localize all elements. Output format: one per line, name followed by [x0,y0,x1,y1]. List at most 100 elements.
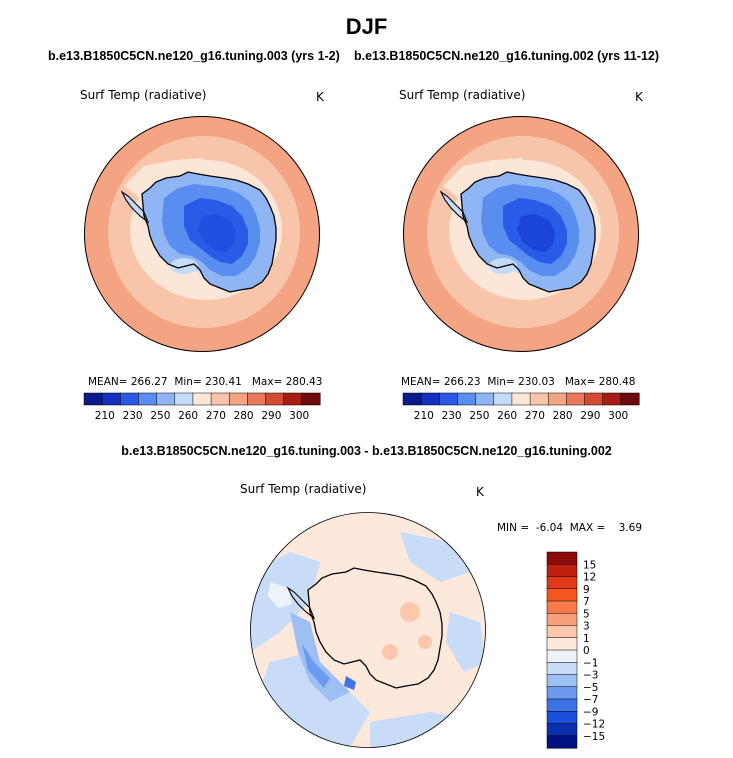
colorbar-swatch [493,392,513,406]
colorbar-tick-label: 260 [178,410,198,422]
panel2-variable-label: Surf Temp (radiative) [399,88,526,102]
coastline [460,171,596,293]
colorbar-swatch [402,392,422,406]
core-field [517,214,555,252]
colorbar-tick-label: 210 [95,410,115,422]
colorbar-swatch [546,588,578,602]
peninsula-coastline [120,190,150,224]
panel1-variable-label: Surf Temp (radiative) [80,88,207,102]
colorbar-swatch [584,392,604,406]
diff-land-field [308,568,442,688]
colorbar-swatch [546,649,578,663]
diff-units-label: K [476,485,484,499]
panel1-map [84,116,320,352]
colorbar-tick-label: 5 [583,608,590,620]
colorbar-swatch [174,392,194,406]
colorbar-swatch [475,392,495,406]
figure-title: DJF [345,14,388,39]
diff-warm-patch [382,644,398,660]
colorbar-tick-label: 210 [414,410,434,422]
colorbar-tick-label: 250 [469,410,489,422]
colorbar-swatch [546,576,578,590]
panel2-units-label: K [635,90,643,104]
colorbar-tick-label: 1 [583,633,590,645]
colorbar-swatch [546,662,578,676]
colorbar-swatch [546,698,578,712]
north-band [443,158,523,198]
colorbar-swatch [457,392,477,406]
colorbar-tick-label: −3 [583,670,598,682]
colorbar-swatch [511,392,531,406]
map-border [250,512,486,748]
colorbar-tick-label: 230 [123,410,143,422]
panel2-colorbar: 210 230 250 260 270 280 290 300 [402,392,640,422]
core-field [198,214,236,252]
colorbar-tick-label: 280 [234,410,254,422]
colorbar-swatch [546,613,578,627]
colorbar-swatch [101,392,121,406]
colorbar-swatch [210,392,230,406]
map-field [84,116,320,352]
panel1-colorbar: 210 230 250 260 270 280 290 300 [83,392,321,422]
coastline [141,171,277,293]
colorbar-swatch [83,392,103,406]
peninsula-field [122,192,148,222]
colorbar-tick-label: −12 [583,719,605,731]
colorbar-swatch [546,600,578,614]
colorbar-tick-label: 290 [261,410,281,422]
colorbar-swatch [602,392,622,406]
north-band [124,158,204,198]
diff-warm-patch [418,635,432,649]
colorbar-swatch [547,392,567,406]
colorbar-swatch [529,392,549,406]
colorbar-swatch [546,625,578,639]
diff-field [250,512,486,748]
colorbar-swatch [546,674,578,688]
colorbar-tick-label: −9 [583,706,598,718]
colorbar-tick-label: 290 [580,410,600,422]
colorbar-swatch [546,711,578,725]
diff-title: b.e13.B1850C5CN.ne120_g16.tuning.003 - b… [121,444,612,458]
panel2-map [403,116,639,352]
colorbar-swatch [439,392,459,406]
colorbar-tick-label: 270 [525,410,545,422]
diff-anomaly-region [302,644,330,688]
colorbar-tick-label: 280 [553,410,573,422]
colorbar-swatch [546,551,578,565]
peninsula-field [441,192,467,222]
map-border [84,116,320,352]
panel2-case-title: b.e13.B1850C5CN.ne120_g16.tuning.002 (yr… [354,49,660,63]
colorbar-swatch [546,637,578,651]
peninsula-coastline [286,586,316,620]
colorbar-tick-label: −1 [583,657,598,669]
diff-warm-patch [400,602,420,622]
panel2-stats: MEAN= 266.23 Min= 230.03 Max= 280.48 [401,376,636,388]
colorbar-tick-label: 15 [583,559,596,571]
colorbar-swatch [420,392,440,406]
colorbar-tick-label: 12 [583,572,596,584]
colorbar-swatch [247,392,267,406]
colorbar-swatch [620,392,640,406]
panel1-stats: MEAN= 266.27 Min= 230.41 Max= 280.43 [88,376,323,388]
colorbar-tick-label: 7 [583,596,590,608]
colorbar-swatch [156,392,176,406]
colorbar-swatch [566,392,586,406]
diff-anomaly-region [400,532,470,582]
diff-anomaly-region [290,612,350,702]
colorbar-swatch [301,392,321,406]
colorbar-swatch [546,686,578,700]
peninsula-coastline [439,190,469,224]
colorbar-swatch [546,723,578,737]
colorbar-tick-label: −5 [583,682,598,694]
colorbar-tick-label: 3 [583,621,590,633]
colorbar-swatch [192,392,212,406]
colorbar-tick-label: 9 [583,584,590,596]
diff-anomaly-region [446,612,486,672]
colorbar-swatch [283,392,303,406]
colorbar-tick-label: 0 [583,645,590,657]
panel1-units-label: K [316,90,324,104]
colorbar-tick-label: −7 [583,694,598,706]
colorbar-tick-label: −15 [583,731,605,743]
colorbar-swatch [546,735,578,749]
